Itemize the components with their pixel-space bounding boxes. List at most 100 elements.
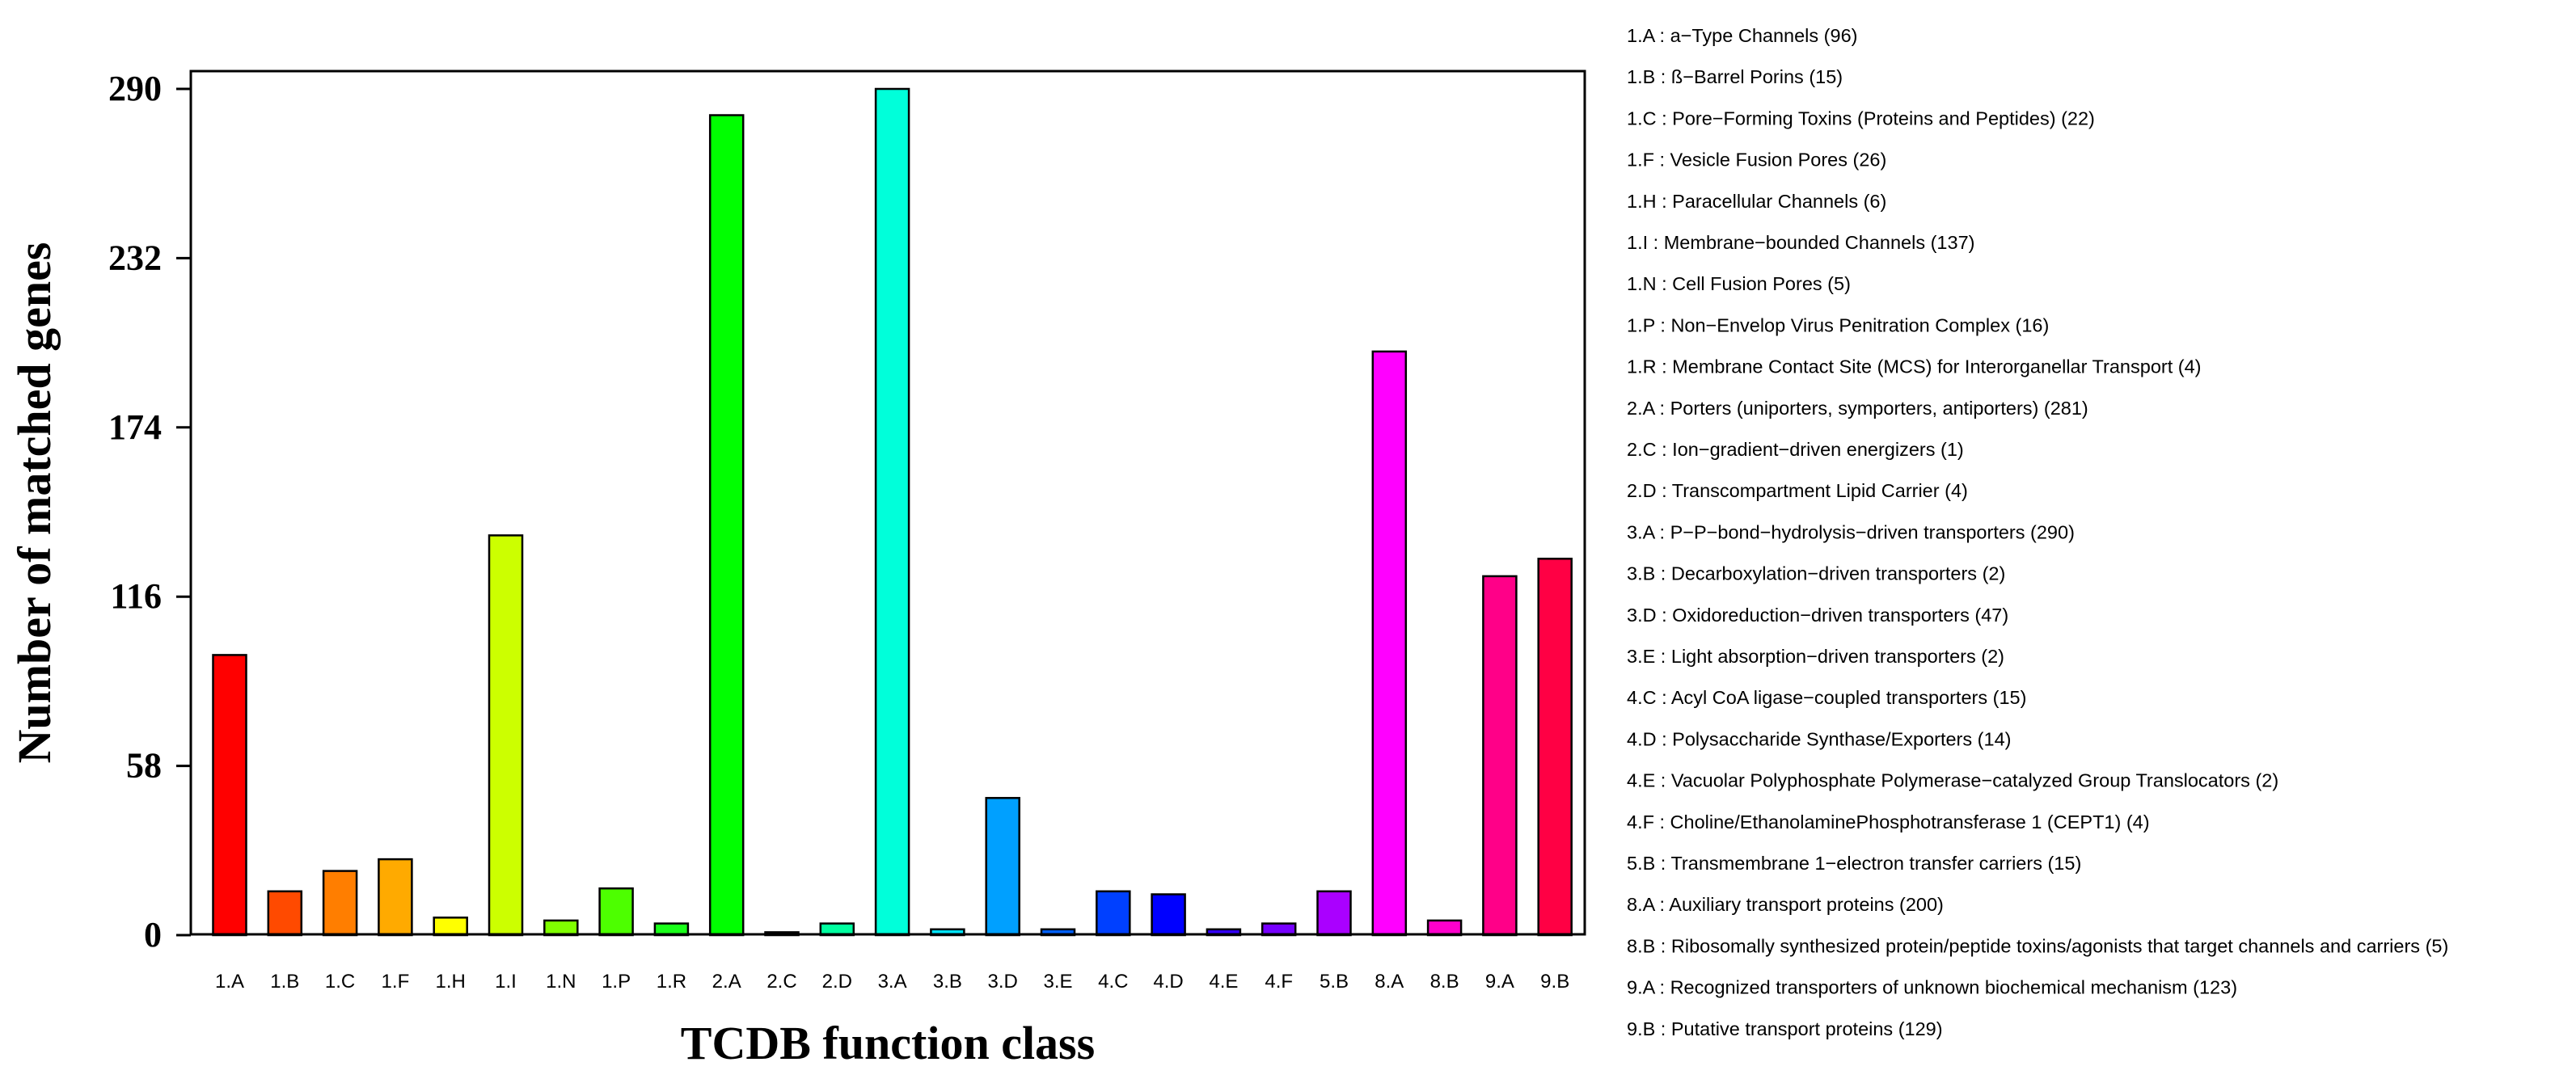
bar-4-c	[1096, 890, 1131, 937]
legend-item: 1.N : Cell Fusion Pores (5)	[1627, 273, 1851, 294]
bar-1-a	[212, 654, 247, 937]
legend-label: Vacuolar Polyphosphate Polymerase−cataly…	[1671, 770, 2256, 791]
legend-label: Transmembrane 1−electron transfer carrie…	[1670, 853, 2047, 874]
legend-count: (281)	[2044, 398, 2088, 419]
x-tick-label: 1.H	[436, 971, 466, 993]
y-tick-label: 232	[108, 238, 162, 277]
x-tick-label: 3.B	[933, 971, 962, 993]
legend-count: (137)	[1931, 232, 1975, 253]
legend-item: 3.A : P−P−bond−hydrolysis−driven transpo…	[1627, 521, 2075, 542]
bar-8-a	[1371, 350, 1408, 937]
bar-1-h	[433, 917, 468, 937]
legend-count: (16)	[2016, 314, 2050, 335]
legend-label: Acyl CoA ligase−coupled transporters	[1671, 687, 1993, 708]
legend-item: 1.P : Non−Envelop Virus Penitration Comp…	[1627, 314, 2049, 335]
x-tick-label: 4.E	[1209, 971, 1238, 993]
bar-4-d	[1151, 893, 1186, 937]
legend-item: 1.I : Membrane−bounded Channels (137)	[1627, 232, 1974, 253]
legend-item: 2.D : Transcompartment Lipid Carrier (4)	[1627, 480, 1968, 501]
legend-code: 1.C :	[1627, 107, 1672, 129]
legend-item: 3.E : Light absorption−driven transporte…	[1627, 646, 2004, 667]
legend-label: Recognized transporters of unknown bioch…	[1670, 977, 2194, 998]
y-tick-label: 290	[108, 69, 162, 108]
legend-count: (22)	[2061, 107, 2095, 129]
x-tick-label: 1.A	[215, 971, 244, 993]
legend-count: (290)	[2030, 521, 2075, 542]
x-tick-label: 9.A	[1485, 971, 1514, 993]
legend-count: (2)	[1983, 563, 2006, 584]
x-tick-label: 4.F	[1265, 971, 1293, 993]
legend-code: 1.H :	[1627, 191, 1672, 212]
x-axis: 1.A 1.B 1.C 1.F 1.H 1.I 1.N 1.P 1.R 2.A 2.C 2.D 3.A 3…	[215, 971, 1569, 993]
legend-code: 4.F :	[1627, 811, 1670, 832]
x-tick-label: 3.E	[1043, 971, 1072, 993]
legend-item: 1.B : ß−Barrel Porins (15)	[1627, 66, 1843, 87]
legend-item: 2.A : Porters (uniporters, symporters, a…	[1627, 398, 2088, 419]
bar-1-b	[267, 890, 303, 937]
legend-item: 9.A : Recognized transporters of unknown…	[1627, 977, 2237, 998]
legend-count: (6)	[1864, 191, 1887, 212]
bar-9-b	[1537, 558, 1573, 937]
legend-count: (123)	[2193, 977, 2237, 998]
legend-label: Ion−gradient−driven energizers	[1672, 439, 1940, 460]
x-tick-label: 2.D	[822, 971, 852, 993]
legend-item: 4.E : Vacuolar Polyphosphate Polymerase−…	[1627, 770, 2278, 791]
legend-count: (4)	[2126, 811, 2150, 832]
legend: 1.A : a−Type Channels (96) 1.B : ß−Barrel…	[1627, 25, 2448, 1039]
legend-item: 1.H : Paracellular Channels (6)	[1627, 191, 1886, 212]
legend-code: 1.A :	[1627, 25, 1670, 46]
y-axis: 0 58 116 174 232 290	[108, 69, 191, 955]
legend-count: (4)	[1945, 480, 1968, 501]
legend-item: 5.B : Transmembrane 1−electron transfer …	[1627, 853, 2081, 874]
legend-code: 5.B :	[1627, 853, 1670, 874]
x-tick-label: 3.A	[878, 971, 907, 993]
x-tick-label: 3.D	[988, 971, 1018, 993]
bar-3-d	[985, 797, 1020, 937]
legend-label: P−P−bond−hydrolysis−driven transporters	[1670, 521, 2030, 542]
legend-item: 3.B : Decarboxylation−driven transporter…	[1627, 563, 2005, 584]
legend-code: 9.B :	[1627, 1018, 1671, 1039]
legend-count: (1)	[1940, 439, 1964, 460]
legend-count: (4)	[2178, 356, 2202, 377]
legend-count: (200)	[1899, 894, 1944, 915]
legend-code: 1.N :	[1627, 273, 1672, 294]
legend-count: (14)	[1978, 728, 2012, 749]
legend-item: 1.C : Pore−Forming Toxins (Proteins and …	[1627, 107, 2095, 129]
legend-label: Light absorption−driven transporters	[1671, 646, 1981, 667]
legend-label: Transcompartment Lipid Carrier	[1672, 480, 1945, 501]
x-tick-label: 4.D	[1153, 971, 1183, 993]
legend-count: (15)	[1809, 66, 1843, 87]
legend-item: 1.R : Membrane Contact Site (MCS) for In…	[1627, 356, 2202, 377]
legend-label: ß−Barrel Porins	[1671, 66, 1809, 87]
legend-label: Membrane−bounded Channels	[1664, 232, 1931, 253]
legend-item: 3.D : Oxidoreduction−driven transporters…	[1627, 605, 2008, 626]
legend-code: 2.D :	[1627, 480, 1672, 501]
legend-code: 1.B :	[1627, 66, 1671, 87]
legend-code: 4.C :	[1627, 687, 1671, 708]
bar-2-a	[708, 114, 745, 937]
legend-label: Vesicle Fusion Pores	[1670, 150, 1853, 171]
y-tick-label: 116	[110, 576, 162, 616]
legend-item: 1.A : a−Type Channels (96)	[1627, 25, 1857, 46]
y-tick-label: 0	[144, 915, 162, 955]
legend-code: 8.A :	[1627, 894, 1669, 915]
legend-count: (5)	[1827, 273, 1851, 294]
legend-item: 4.D : Polysaccharide Synthase/Exporters …	[1627, 728, 2011, 749]
x-tick-label: 1.B	[270, 971, 299, 993]
bar-1-f	[378, 858, 413, 937]
legend-code: 3.B :	[1627, 563, 1671, 584]
legend-count: (5)	[2426, 935, 2449, 956]
legend-count: (96)	[1824, 25, 1858, 46]
x-tick-label: 2.C	[766, 971, 796, 993]
legend-count: (129)	[1898, 1018, 1943, 1039]
legend-item: 8.A : Auxiliary transport proteins (200)	[1627, 894, 1944, 915]
legend-code: 1.F :	[1627, 150, 1670, 171]
legend-code: 8.B :	[1627, 935, 1671, 956]
legend-item: 8.B : Ribosomally synthesized protein/pe…	[1627, 935, 2448, 956]
bar-1-i	[488, 534, 524, 937]
x-tick-label: 8.A	[1375, 971, 1404, 993]
legend-code: 3.E :	[1627, 646, 1671, 667]
x-tick-label: 9.B	[1540, 971, 1569, 993]
x-tick-label: 1.N	[546, 971, 576, 993]
